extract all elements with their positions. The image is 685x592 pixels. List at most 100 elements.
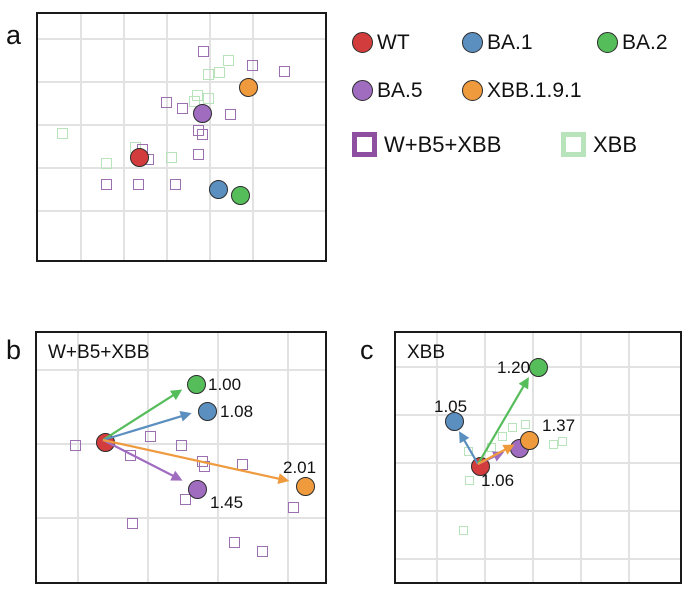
serum-point-wbx: [224, 108, 236, 120]
serum-point-wbx: [228, 536, 240, 548]
vector-arrow-xbb191: [102, 438, 290, 484]
serum-point-wbx: [176, 102, 188, 114]
gridline: [38, 167, 325, 169]
gridline: [38, 38, 325, 40]
serum-point-wbx: [69, 439, 81, 451]
serum-point-xbb: [202, 68, 214, 80]
panel-letter-c: c: [360, 335, 374, 365]
gridline: [80, 14, 82, 260]
antigen-point-xbb191: [238, 77, 258, 97]
serum-point-xbb: [464, 475, 474, 485]
serum-point-xbb: [100, 157, 112, 169]
antigen-point-ba1: [208, 179, 228, 199]
fold-change-label: 1.20: [497, 358, 531, 377]
serum-point-xbb: [222, 54, 234, 66]
serum-point-wbx: [256, 545, 268, 557]
wt-swatch-icon: [352, 32, 373, 53]
fold-change-label: 2.01: [283, 458, 317, 477]
gridline: [37, 369, 325, 371]
legend-label: BA.5: [377, 79, 423, 102]
serum-point-wbx: [169, 178, 181, 190]
legend-item-serum-xbb[interactable]: XBB: [561, 132, 637, 157]
serum-point-xbb: [202, 92, 214, 104]
legend-label: XBB.1.9.1: [487, 79, 582, 102]
vector-arrow-ba1: [459, 431, 479, 465]
antigen-point-ba5: [192, 103, 212, 123]
gridline: [628, 333, 630, 582]
gridline: [37, 517, 325, 519]
gridline: [38, 210, 325, 212]
serum-point-xbb: [213, 66, 225, 78]
serum-point-xbb: [458, 525, 468, 535]
ba2-swatch-icon: [597, 32, 618, 53]
serum-point-wbx: [198, 460, 210, 472]
gridline: [532, 333, 534, 582]
serum-point-xbb: [507, 422, 517, 432]
legend-label: W+B5+XBB: [384, 131, 502, 157]
gridline: [38, 81, 325, 83]
fold-change-label: 1.37: [542, 416, 576, 435]
vector-arrow-xbb191: [477, 444, 515, 465]
fold-change-label: 1.08: [220, 402, 254, 421]
serum-point-wbx: [278, 65, 290, 77]
serum-point-xbb: [557, 436, 567, 446]
serum-point-xbb: [191, 89, 203, 101]
antigen-point-ba2: [528, 357, 548, 377]
xbb191-swatch-icon: [462, 80, 483, 101]
panel-c-map[interactable]: XBB 1.05 1.20 1.06 1.37: [394, 331, 682, 584]
gridline: [217, 333, 219, 582]
legend-label: BA.1: [487, 31, 533, 54]
legend-item-ba2[interactable]: BA.2: [597, 32, 668, 53]
serum-point-wbx: [126, 517, 138, 529]
panel-letter-a: a: [6, 20, 22, 50]
gridline: [209, 14, 211, 260]
gridline: [77, 333, 79, 582]
antigen-point-wt: [129, 147, 149, 167]
serum-point-wbx: [160, 96, 172, 108]
antigen-point-ba1: [444, 411, 464, 431]
serum-point-wbx: [144, 430, 156, 442]
fold-change-label: 1.06: [481, 471, 515, 490]
legend-item-xbb191[interactable]: XBB.1.9.1: [462, 80, 582, 101]
gridline: [396, 462, 680, 464]
vector-arrow-ba2: [102, 389, 183, 441]
ba1-swatch-icon: [462, 32, 483, 53]
gridline: [38, 124, 325, 126]
gridline: [166, 14, 168, 260]
legend-item-wt[interactable]: WT: [352, 32, 410, 53]
gridline: [123, 14, 125, 260]
gridline: [252, 14, 254, 260]
fold-change-label: 1.45: [210, 493, 244, 512]
serum-point-wbx: [100, 178, 112, 190]
serum-point-wbx: [132, 178, 144, 190]
legend-label: BA.2: [622, 31, 668, 54]
gridline: [396, 510, 680, 512]
gridline: [436, 333, 438, 582]
antigen-point-ba2: [186, 374, 206, 394]
antigen-point-ba5: [187, 479, 207, 499]
gridline: [147, 333, 149, 582]
antigen-point-ba2: [230, 185, 250, 205]
fold-change-label: 1.00: [208, 375, 242, 394]
antigen-point-ba1: [197, 401, 217, 421]
serum-xbb-swatch-icon: [561, 132, 586, 157]
gridline: [396, 414, 680, 416]
antigen-point-xbb191: [295, 476, 315, 496]
gridline: [287, 333, 289, 582]
serum-point-xbb: [520, 419, 530, 429]
legend-item-ba1[interactable]: BA.1: [462, 32, 533, 53]
serum-point-xbb: [497, 431, 507, 441]
gridline: [396, 558, 680, 560]
serum-point-wbx: [246, 59, 258, 71]
legend-item-ba5[interactable]: BA.5: [352, 80, 423, 101]
serum-point-xbb: [548, 439, 558, 449]
panel-a-map[interactable]: [36, 12, 327, 262]
figure-legend: WT BA.1 BA.2 BA.5 XBB.1.9.1 W+B5+XBB XBB: [352, 28, 682, 178]
serum-point-wbx: [192, 148, 204, 160]
serum-point-wbx: [179, 493, 191, 505]
gridline: [37, 443, 325, 445]
legend-item-serum-wbx[interactable]: W+B5+XBB: [352, 132, 501, 157]
legend-label: XBB: [593, 131, 638, 157]
antigen-point-xbb191: [519, 430, 539, 450]
